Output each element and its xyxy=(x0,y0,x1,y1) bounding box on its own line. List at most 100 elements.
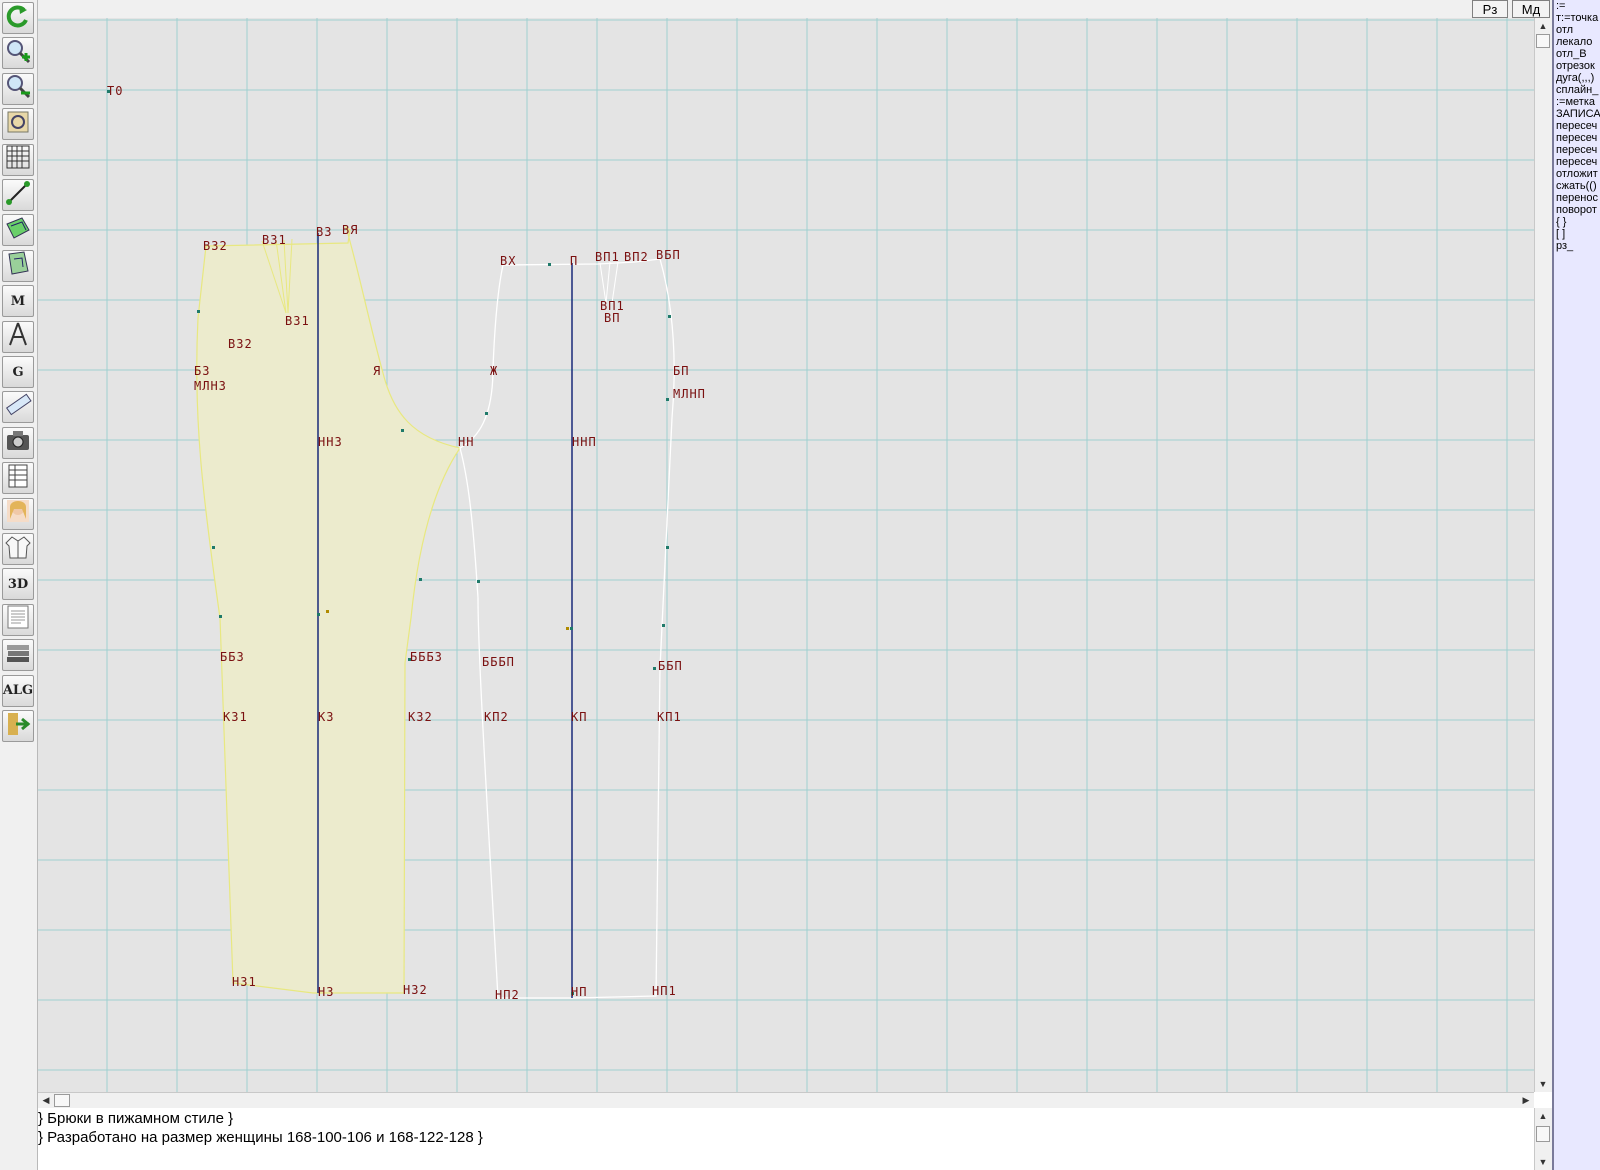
tool-palette: M G 3D ALG xyxy=(0,0,38,1170)
vertical-scrollbar[interactable]: ▲ ▼ xyxy=(1534,18,1552,1092)
command-item[interactable]: отложит xyxy=(1556,168,1598,180)
algorithm-tool-button[interactable]: ALG xyxy=(2,674,34,707)
command-item[interactable]: ЗАПИСА xyxy=(1556,108,1600,120)
label-np: НП xyxy=(571,985,587,999)
command-item[interactable]: т:=точка xyxy=(1556,12,1599,24)
label-bz2b: BЗ2 xyxy=(228,337,253,351)
label-bbz: ББЗ xyxy=(220,650,245,664)
scroll-down-icon[interactable]: ▼ xyxy=(1538,1079,1548,1089)
model-photo-tool-button[interactable] xyxy=(2,497,34,530)
table-tool-button[interactable] xyxy=(2,462,34,495)
label-vp: BП xyxy=(604,311,620,325)
front-piece-outline[interactable] xyxy=(459,258,675,999)
horizontal-scrollbar[interactable]: ◀ ▶ xyxy=(38,1092,1534,1108)
command-item[interactable]: сплайн_ xyxy=(1556,84,1599,96)
measure-m-tool-button[interactable]: M xyxy=(2,285,34,318)
command-item[interactable]: сжать(() xyxy=(1556,180,1597,192)
command-list-panel: := т:=точка отл лекало отл_В отрезок дуга(,,,)… xyxy=(1552,0,1600,1170)
jacket-icon xyxy=(4,533,32,566)
zoom-in-icon xyxy=(4,37,32,70)
label-kp1: КП1 xyxy=(657,710,682,724)
label-kz2: КЗ2 xyxy=(408,710,433,724)
label-mlnp: МЛНП xyxy=(673,387,706,401)
document-tool-button[interactable] xyxy=(2,603,34,636)
pattern-tool-button[interactable] xyxy=(2,249,34,282)
control-points xyxy=(107,90,671,995)
command-item[interactable]: [ ] xyxy=(1556,228,1566,240)
command-item[interactable]: поворот xyxy=(1556,204,1597,216)
library-tool-button[interactable] xyxy=(2,639,34,672)
label-bz2: BЗ2 xyxy=(203,239,228,253)
label-vp1: BП1 xyxy=(595,250,620,264)
label-bz1: BЗ1 xyxy=(262,233,287,247)
comment-scroll-thumb[interactable] xyxy=(1536,1126,1550,1142)
command-item[interactable]: отл xyxy=(1556,24,1574,36)
comment-line-1: } Брюки в пижамном стиле } xyxy=(38,1110,234,1127)
table-icon xyxy=(4,462,32,495)
camera-tool-button[interactable] xyxy=(2,426,34,459)
exit-tool-button[interactable] xyxy=(2,710,34,742)
command-item[interactable]: рз_ xyxy=(1556,240,1574,252)
label-nnp: ННП xyxy=(572,435,597,449)
refresh-icon xyxy=(4,2,32,35)
horizontal-scroll-thumb[interactable] xyxy=(54,1094,70,1107)
comment-scroll-up-icon[interactable]: ▲ xyxy=(1538,1111,1548,1121)
comment-scrollbar[interactable]: ▲ ▼ xyxy=(1534,1108,1552,1170)
label-vx: BX xyxy=(500,254,516,268)
command-item[interactable]: лекало xyxy=(1556,36,1593,48)
refresh-tool-button[interactable] xyxy=(2,2,34,34)
zoom-out-tool-button[interactable] xyxy=(2,72,34,105)
command-item[interactable]: пересеч xyxy=(1556,120,1598,132)
label-ya: Я xyxy=(373,364,381,378)
command-item[interactable]: пересеч xyxy=(1556,132,1598,144)
command-item[interactable]: отл_В xyxy=(1556,48,1587,60)
label-bbbp: БББП xyxy=(482,655,515,669)
command-item[interactable]: := xyxy=(1556,0,1566,12)
compass-tool-button[interactable] xyxy=(2,320,34,353)
scroll-up-icon[interactable]: ▲ xyxy=(1538,21,1548,31)
command-item[interactable]: отрезок xyxy=(1556,60,1595,72)
comment-scroll-down-icon[interactable]: ▼ xyxy=(1538,1157,1548,1167)
pattern-drawing: T0 BЗ2 BЗ1 BЗ ВЯ BЗ1 BЗ2 БЗ МЛНЗ Я ННЗ Н… xyxy=(38,18,1534,1092)
grid-tool-button[interactable] xyxy=(2,143,34,176)
gradation-g-tool-button[interactable]: G xyxy=(2,356,34,388)
vertical-scroll-thumb[interactable] xyxy=(1536,34,1550,48)
command-item[interactable]: :=метка xyxy=(1556,96,1596,108)
label-t0: T0 xyxy=(107,84,123,98)
point-labels: T0 BЗ2 BЗ1 BЗ ВЯ BЗ1 BЗ2 БЗ МЛНЗ Я ННЗ Н… xyxy=(107,84,706,1002)
zoom-fit-tool-button[interactable] xyxy=(2,108,34,141)
label-np1: НП1 xyxy=(652,984,677,998)
scroll-left-icon[interactable]: ◀ xyxy=(42,1095,50,1105)
pattern-icon xyxy=(4,249,32,282)
ruler-tool-button[interactable] xyxy=(2,391,34,424)
line-tool-tool-button[interactable] xyxy=(2,179,34,211)
command-item[interactable]: { } xyxy=(1556,216,1567,228)
label-bp: БП xyxy=(673,364,689,378)
layer-icon xyxy=(4,214,32,247)
front-pleat xyxy=(599,261,619,304)
layer-tool-button[interactable] xyxy=(2,214,34,247)
compass-icon xyxy=(4,320,32,353)
command-item[interactable]: дуга(,,,) xyxy=(1556,72,1595,84)
jacket-tool-button[interactable] xyxy=(2,533,34,565)
command-item[interactable]: перенос xyxy=(1556,192,1599,204)
label-nz: НЗ xyxy=(318,985,334,999)
exit-icon xyxy=(4,710,32,743)
label-nn: НН xyxy=(458,435,474,449)
scroll-right-icon[interactable]: ▶ xyxy=(1522,1095,1530,1105)
comment-line-2: } Разработано на размер женщины 168-100-… xyxy=(38,1129,483,1146)
label-kp: КП xyxy=(571,710,587,724)
camera-icon xyxy=(4,426,32,459)
drawing-canvas[interactable]: T0 BЗ2 BЗ1 BЗ ВЯ BЗ1 BЗ2 БЗ МЛНЗ Я ННЗ Н… xyxy=(38,18,1534,1092)
3d-tool-button[interactable]: 3D xyxy=(2,568,34,601)
label-zh: Ж xyxy=(490,364,498,378)
comment-editor[interactable]: } Брюки в пижамном стиле } } Разработано… xyxy=(38,1108,1534,1170)
label-kp2: КП2 xyxy=(484,710,509,724)
rz-button[interactable]: Рз xyxy=(1472,0,1508,18)
md-button[interactable]: Мд xyxy=(1512,0,1550,18)
command-item[interactable]: пересеч xyxy=(1556,144,1598,156)
label-vbp: BБП xyxy=(656,248,681,262)
label-kz: КЗ xyxy=(318,710,334,724)
zoom-in-tool-button[interactable] xyxy=(2,37,34,70)
command-item[interactable]: пересеч xyxy=(1556,156,1598,168)
